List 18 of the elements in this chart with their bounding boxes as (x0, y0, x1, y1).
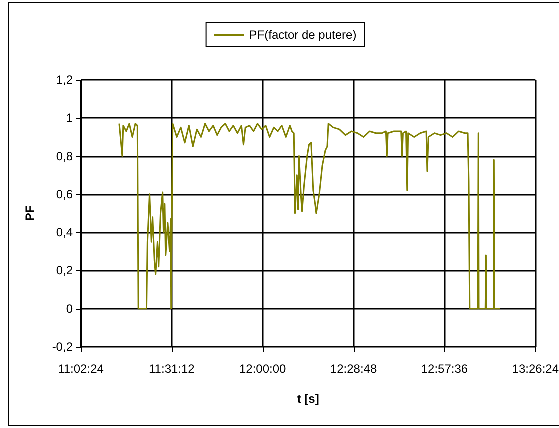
y-tick-label: 0,6 (56, 187, 74, 202)
x-axis-title: t [s] (297, 392, 320, 406)
legend-label: PF(factor de putere) (249, 28, 357, 42)
x-tick-label: 12:57:36 (421, 362, 468, 376)
x-tick-label: 11:31:12 (149, 362, 196, 376)
x-tick-label: 13:26:24 (512, 362, 559, 376)
x-tick-label: 12:00:00 (240, 362, 287, 376)
y-tick-label: 0,4 (56, 226, 74, 240)
y-tick-label: -0,2 (52, 340, 74, 354)
x-tick-label: 12:28:48 (330, 362, 378, 376)
line-series (118, 123, 501, 310)
y-tick-label: 0 (66, 302, 74, 316)
x-tick-label: 11:02:24 (58, 362, 104, 376)
y-tick-label: 1,2 (56, 73, 74, 87)
y-tick-label: 1 (66, 111, 74, 126)
y-tick-label: 0,8 (56, 149, 74, 164)
y-axis-title: PF (23, 206, 37, 222)
y-tick-label: 0,2 (56, 264, 74, 278)
